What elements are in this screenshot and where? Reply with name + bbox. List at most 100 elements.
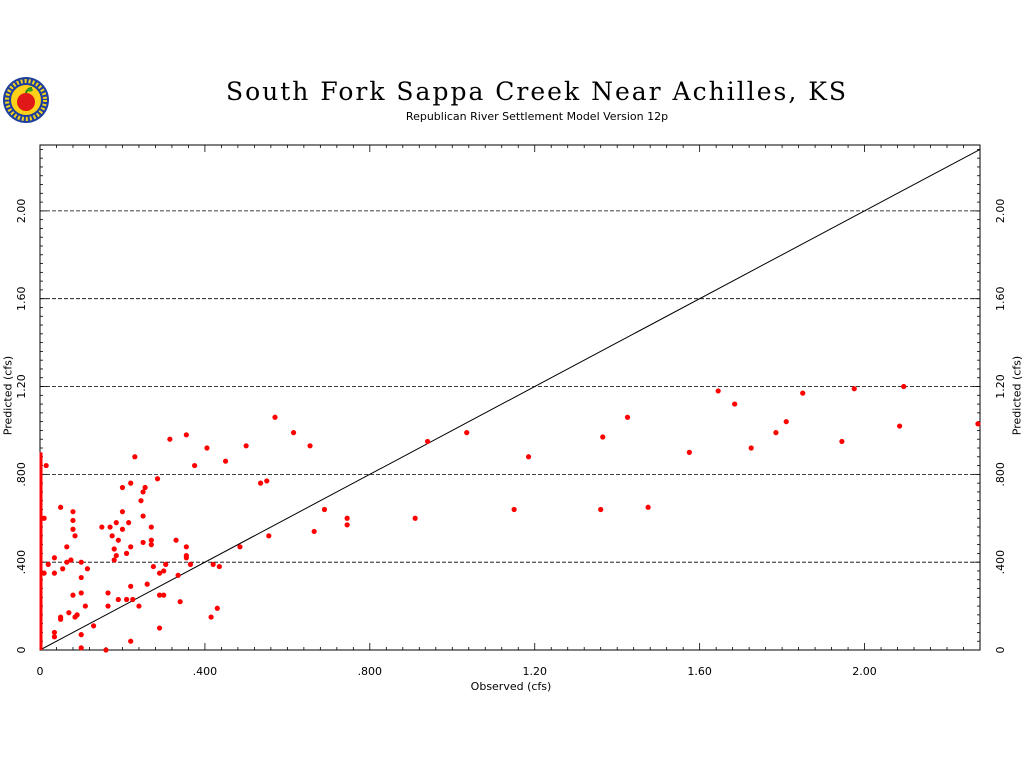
data-point <box>107 524 113 530</box>
data-point <box>344 522 350 528</box>
data-point <box>424 438 431 445</box>
data-point <box>78 590 84 596</box>
data-point <box>177 599 183 605</box>
data-point <box>156 570 163 576</box>
data-point <box>645 504 651 510</box>
data-point <box>163 561 169 567</box>
y-tick-label-right: 1.20 <box>994 374 1007 399</box>
data-point <box>51 570 58 576</box>
data-point <box>119 484 126 491</box>
data-point <box>183 544 189 550</box>
chart-subtitle: Republican River Settlement Model Versio… <box>405 110 669 123</box>
data-point <box>111 557 117 563</box>
data-point <box>161 592 167 598</box>
one-to-one-line <box>39 148 981 651</box>
y-tick-label-left: .800 <box>15 462 28 487</box>
data-point <box>64 544 70 550</box>
data-point <box>183 432 189 438</box>
data-point <box>897 423 903 429</box>
data-point <box>600 434 606 440</box>
data-point <box>43 462 49 469</box>
data-point <box>113 520 119 526</box>
data-point <box>511 506 517 513</box>
y-tick-label-left: 1.60 <box>15 286 28 311</box>
data-point <box>140 513 146 519</box>
data-point <box>150 563 156 570</box>
data-point <box>208 614 214 620</box>
data-point <box>975 421 981 427</box>
data-point <box>148 524 154 530</box>
data-point <box>272 414 278 420</box>
y-axis-label-right: Predicted (cfs) <box>1010 355 1024 436</box>
data-point <box>136 603 142 609</box>
data-point <box>732 401 738 407</box>
data-point <box>78 632 84 638</box>
data-point <box>624 414 631 420</box>
data-point <box>82 603 88 609</box>
data-point <box>222 458 229 464</box>
data-point <box>84 566 91 572</box>
data-point <box>901 383 907 390</box>
data-point <box>90 623 97 629</box>
data-point <box>119 526 126 532</box>
data-point <box>68 557 74 563</box>
data-point <box>290 430 297 436</box>
data-point <box>144 581 150 587</box>
data-point <box>161 568 167 574</box>
data-point <box>154 476 161 482</box>
y-tick-label-left: 0 <box>15 647 28 654</box>
data-point <box>132 454 138 460</box>
data-point <box>115 537 121 543</box>
data-point <box>148 542 154 548</box>
y-tick-label-right: .800 <box>994 462 1007 487</box>
data-point <box>51 629 58 636</box>
data-point <box>257 480 264 486</box>
data-point <box>70 526 76 532</box>
y-tick-label-right: 1.60 <box>994 286 1007 311</box>
apple-seal-logo-icon <box>2 76 50 124</box>
data-point <box>140 539 146 546</box>
data-point <box>70 517 76 524</box>
data-point <box>138 498 144 504</box>
x-axis-label: Observed (cfs) <box>470 680 552 693</box>
data-point <box>183 555 189 561</box>
data-point <box>126 520 132 526</box>
y-axis-label-left: Predicted (cfs) <box>1 355 15 436</box>
data-point <box>78 645 84 651</box>
x-tick-label: 1.20 <box>522 665 547 678</box>
data-point <box>72 533 78 539</box>
data-point <box>464 430 470 436</box>
data-point <box>156 592 163 598</box>
plot-frame <box>39 144 981 651</box>
data-point <box>60 566 66 572</box>
data-point <box>173 537 179 543</box>
data-point <box>99 524 105 530</box>
y-tick-label-left: .400 <box>15 550 28 575</box>
data-point <box>344 515 350 521</box>
data-point <box>70 509 76 515</box>
x-tick-label: 1.60 <box>687 665 712 678</box>
data-point <box>51 634 58 640</box>
data-point <box>105 590 111 596</box>
data-point <box>686 449 692 455</box>
data-point <box>128 583 134 589</box>
data-point <box>51 555 58 561</box>
data-point <box>123 596 130 603</box>
data-point <box>41 570 47 576</box>
data-point <box>264 478 270 484</box>
x-tick-label: .800 <box>358 665 383 678</box>
data-point <box>715 388 721 394</box>
data-point <box>78 559 84 565</box>
data-point <box>525 454 532 460</box>
data-point <box>123 550 130 556</box>
data-point <box>109 533 115 539</box>
y-tick-label-left: 1.20 <box>15 374 28 399</box>
data-point <box>74 612 80 618</box>
data-point <box>214 605 220 611</box>
data-point <box>237 544 243 550</box>
data-point <box>128 544 134 550</box>
data-point <box>103 647 109 653</box>
data-point <box>175 572 181 578</box>
data-point <box>58 616 64 622</box>
